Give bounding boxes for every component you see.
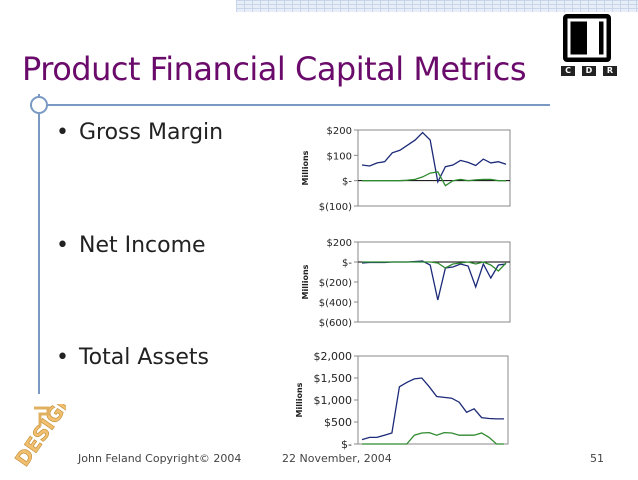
slide-title: Product Financial Capital Metrics: [22, 50, 527, 88]
y-tick-label: $1,000: [314, 394, 353, 407]
decorative-grid-band: [236, 0, 638, 12]
y-tick-label: $1,500: [314, 372, 353, 385]
vertical-rule: [38, 94, 40, 394]
y-tick-label: $500: [324, 416, 352, 429]
series-line-2: [362, 171, 506, 187]
y-tick-label: $-: [342, 177, 352, 188]
y-tick-label: $(200): [319, 278, 352, 289]
rule-circle-ornament: [30, 96, 48, 114]
y-axis-label: Millions: [301, 150, 310, 185]
y-tick-label: $100: [327, 151, 352, 162]
total-assets-chart: $2,000 $1,500 $1,000 $500 $- Millions: [295, 350, 509, 450]
bullet-label: Gross Margin: [78, 120, 224, 145]
footer-date: 22 November, 2004: [282, 452, 392, 465]
bullet-dot: •: [56, 345, 69, 370]
design-logo-text: DESIGN: [10, 404, 66, 471]
bullet-gross-margin: • Gross Margin: [56, 120, 223, 145]
design-logo: DESIGN: [4, 387, 79, 476]
y-tick-label: $(600): [319, 318, 352, 328]
bullet-net-income: • Net Income: [56, 233, 206, 258]
series-line-2: [362, 261, 507, 272]
series-line-2: [362, 431, 504, 445]
cdr-logo: C D R: [561, 14, 617, 78]
bullet-label: Total Assets: [78, 345, 209, 370]
y-tick-label: $-: [342, 258, 352, 269]
footer-copyright: John Feland Copyright© 2004: [78, 452, 242, 465]
y-tick-label: $2,000: [314, 350, 353, 363]
title-rule: [30, 104, 550, 106]
net-income-chart: $200 $- $(200) $(400) $(600) Millions: [301, 238, 511, 328]
bullet-label: Net Income: [78, 233, 206, 258]
bullet-total-assets: • Total Assets: [56, 345, 209, 370]
bullet-dot: •: [56, 233, 69, 258]
y-axis-label: Millions: [301, 264, 310, 299]
footer-page-number: 51: [590, 452, 604, 465]
y-tick-label: $(400): [319, 298, 352, 309]
plot-area: [357, 355, 509, 445]
y-tick-label: $-: [341, 438, 352, 450]
gross-margin-chart: $200 $100 $- $(100) Millions: [301, 126, 511, 213]
series-line-1: [361, 377, 504, 441]
y-axis-label: Millions: [295, 382, 304, 417]
plot-area: [357, 129, 511, 207]
y-tick-label: $200: [327, 126, 352, 137]
y-tick-label: $(100): [319, 202, 352, 213]
y-tick-label: $200: [327, 238, 352, 249]
bullet-dot: •: [56, 120, 69, 145]
logo-letter-r: R: [603, 66, 617, 76]
logo-letter-c: C: [561, 66, 575, 76]
cdr-logo-mark: [563, 14, 611, 62]
series-line-1: [361, 260, 507, 301]
logo-letter-d: D: [582, 66, 596, 76]
series-line-1: [361, 131, 507, 184]
